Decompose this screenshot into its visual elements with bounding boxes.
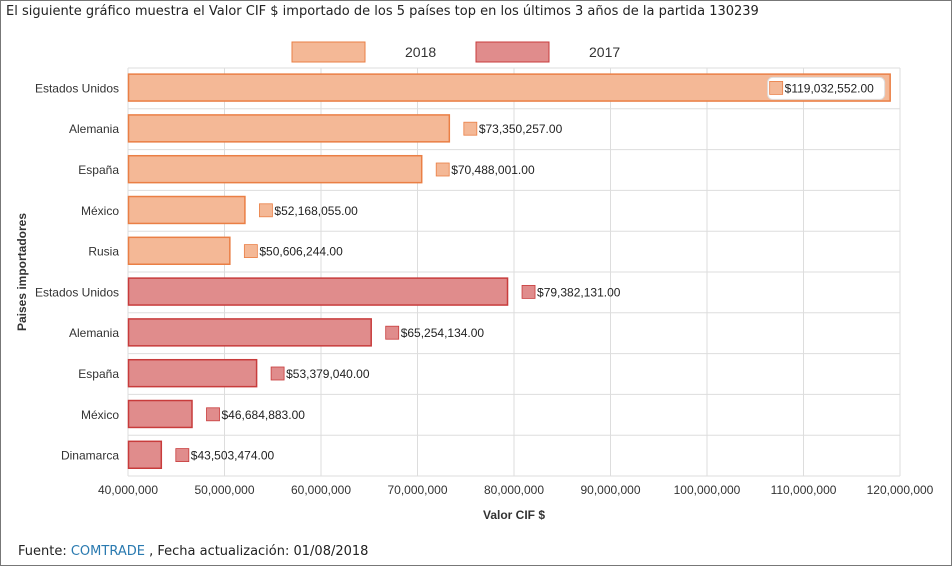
chart-heading: El siguiente gráfico muestra el Valor CI…	[6, 4, 759, 19]
category-label: Rusia	[88, 245, 119, 259]
category-label: México	[81, 204, 119, 218]
data-label: $43,503,474.00	[191, 449, 275, 463]
legend-label[interactable]: 2017	[589, 44, 620, 60]
data-label: $52,168,055.00	[274, 204, 358, 218]
footer-prefix: Fuente:	[18, 544, 71, 559]
footer: Fuente: COMTRADE , Fecha actualización: …	[18, 544, 368, 559]
bar[interactable]	[127, 236, 231, 265]
bar[interactable]	[127, 73, 891, 102]
data-label-swatch	[435, 162, 450, 177]
bar[interactable]	[127, 114, 451, 143]
x-tick-label: 120,000,000	[867, 483, 934, 497]
bar[interactable]	[127, 195, 246, 225]
data-label-swatch	[175, 448, 190, 463]
data-label: $73,350,257.00	[479, 122, 563, 136]
data-label-swatch	[521, 284, 536, 299]
data-label-swatch	[769, 81, 784, 95]
data-label-swatch	[243, 244, 258, 259]
chart-area: 40,000,000 50,000,000 60,000,000 70,000,000…	[15, 41, 934, 522]
category-label: Alemania	[69, 326, 119, 340]
category-label: Estados Unidos	[35, 285, 119, 299]
x-tick-label: 70,000,000	[387, 483, 447, 497]
x-tick-label: 110,000,000	[771, 483, 837, 497]
bar[interactable]	[127, 358, 258, 388]
data-label-swatch	[270, 366, 285, 381]
data-label: $119,032,552.00	[785, 81, 875, 95]
x-axis-title: Valor CIF $	[483, 508, 545, 522]
y-axis-title: Paises importadores	[15, 213, 29, 331]
data-label: $79,382,131.00	[537, 285, 621, 299]
category-label: Alemania	[69, 122, 119, 136]
data-label-background	[767, 76, 886, 100]
data-label: $50,606,244.00	[259, 245, 343, 259]
data-label-swatch	[259, 203, 273, 218]
category-label: España	[78, 367, 119, 381]
category-label: España	[78, 163, 119, 177]
bar[interactable]	[127, 399, 193, 429]
legend-swatch[interactable]	[475, 41, 550, 63]
category-label: Estados Unidos	[35, 81, 119, 95]
data-label-swatch	[463, 121, 478, 136]
x-tick-label: 50,000,000	[194, 483, 254, 497]
data-label-swatch	[206, 407, 220, 422]
category-label: Dinamarca	[61, 449, 119, 463]
x-tick-label: 80,000,000	[484, 483, 544, 497]
legend-swatch[interactable]	[291, 41, 366, 63]
x-tick-label: 60,000,000	[291, 483, 351, 497]
bar[interactable]	[127, 154, 423, 184]
category-label: México	[81, 408, 119, 422]
x-tick-label: 90,000,000	[580, 483, 640, 497]
data-label: $65,254,134.00	[401, 326, 485, 340]
footer-suffix: , Fecha actualización: 01/08/2018	[144, 544, 369, 559]
data-label: $46,684,883.00	[222, 408, 306, 422]
bar[interactable]	[127, 440, 163, 469]
bar[interactable]	[127, 277, 509, 306]
data-label: $53,379,040.00	[286, 367, 370, 381]
legend-label[interactable]: 2018	[405, 44, 436, 60]
x-tick-label: 40,000,000	[98, 483, 158, 497]
bar[interactable]	[127, 318, 372, 347]
data-label-swatch	[385, 325, 400, 340]
source-link[interactable]: COMTRADE	[70, 544, 145, 559]
x-tick-label: 100,000,000	[674, 483, 741, 497]
data-label: $70,488,001.00	[451, 163, 535, 177]
